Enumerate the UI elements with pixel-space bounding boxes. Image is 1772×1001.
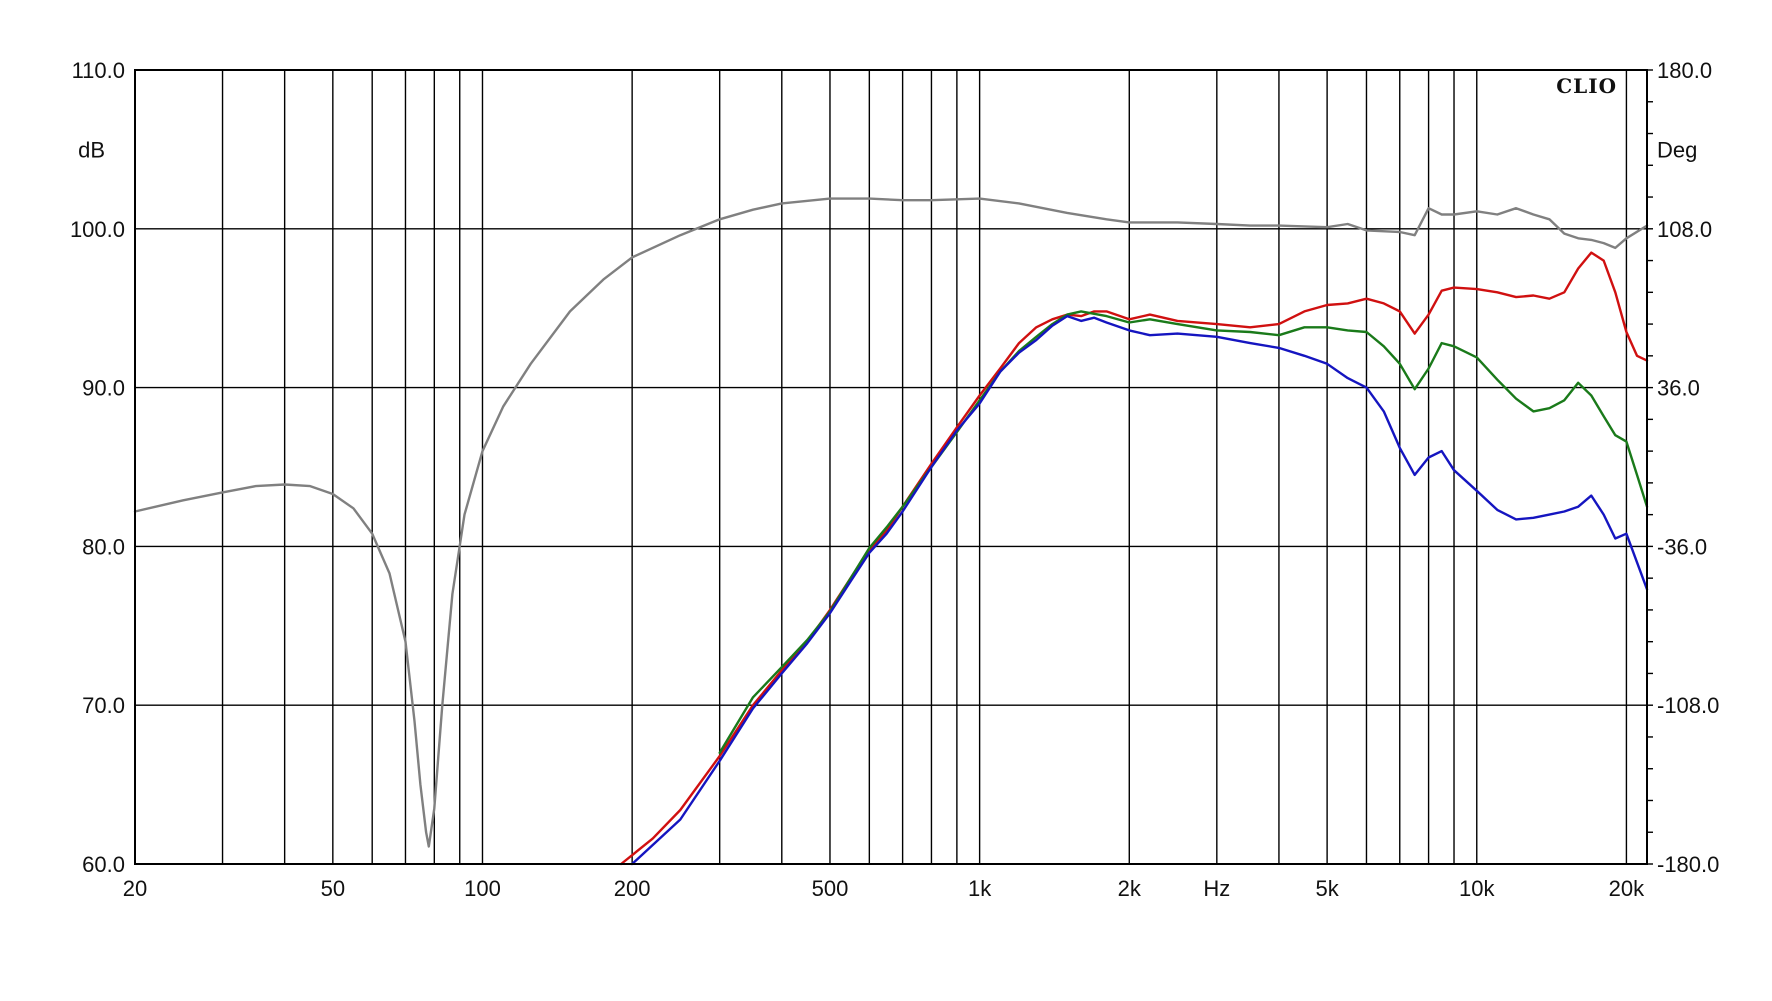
- y-left-unit-label: dB: [78, 137, 105, 162]
- x-tick-label: 20k: [1609, 876, 1645, 901]
- x-tick-label: 2k: [1118, 876, 1142, 901]
- x-tick-label: 50: [321, 876, 345, 901]
- axis-labels: 110.0 100.0 90.0 80.0 70.0 60.0 180.0 108.0 36.0…: [70, 58, 1719, 901]
- y-right-tick-label: 180.0: [1657, 58, 1712, 83]
- y-left-tick-label: 90.0: [82, 376, 125, 401]
- y-right-tick-label: 36.0: [1657, 376, 1700, 401]
- y-right-tick-label: -180.0: [1657, 852, 1719, 877]
- grid: [135, 69, 1653, 865]
- y-right-tick-label: -36.0: [1657, 534, 1707, 559]
- brand-label: CLIO: [1556, 74, 1617, 98]
- series-line-2: [619, 251, 1649, 866]
- series-line-1: [133, 197, 1649, 848]
- x-tick-label: 5k: [1315, 876, 1339, 901]
- x-tick-label: 200: [614, 876, 651, 901]
- x-unit-label: Hz: [1203, 876, 1230, 901]
- x-tick-label: 10k: [1459, 876, 1495, 901]
- y-left-tick-label: 110.0: [72, 58, 125, 83]
- y-right-tick-label: -108.0: [1657, 693, 1719, 718]
- x-tick-label: 500: [812, 876, 849, 901]
- y-left-tick-label: 100.0: [70, 217, 125, 242]
- x-tick-label: 1k: [968, 876, 992, 901]
- y-left-tick-label: 80.0: [82, 534, 125, 559]
- y-right-tick-label: 108.0: [1657, 217, 1712, 242]
- curves: [133, 197, 1649, 866]
- plot-frame: [134, 69, 1648, 865]
- series-line-4: [630, 314, 1649, 866]
- x-tick-label: 20: [123, 876, 147, 901]
- x-tick-label: 100: [464, 876, 501, 901]
- series-line-3: [718, 310, 1649, 754]
- y-right-unit-label: Deg: [1657, 137, 1697, 162]
- y-left-tick-label: 60.0: [82, 852, 125, 877]
- y-left-tick-label: 70.0: [82, 693, 125, 718]
